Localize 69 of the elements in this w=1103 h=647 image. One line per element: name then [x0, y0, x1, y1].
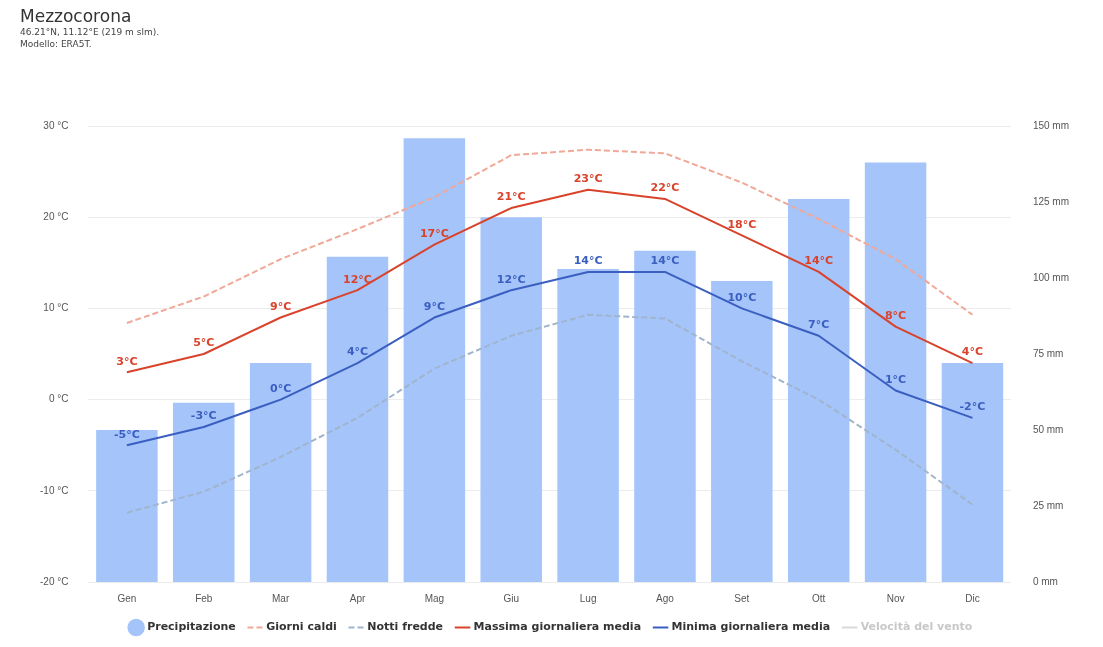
y2-tick-label: 75 mm [1032, 347, 1064, 359]
data-label: 3°C [116, 354, 138, 368]
data-label: 23°C [573, 172, 603, 186]
y-tick-label: 20 °C [43, 210, 69, 222]
y2-tick-label: 100 mm [1032, 271, 1069, 283]
text: Modello: ERA5T. [20, 38, 93, 50]
bar [173, 402, 235, 582]
bar [864, 162, 927, 582]
y-tick-label: -10 °C [40, 484, 69, 496]
chart-subtitle: 46.21°N, 11.12°E (219 m slm). [20, 26, 160, 38]
data-label: 4°C [346, 345, 369, 359]
data-label: 7°C [808, 318, 830, 332]
data-label: 12°C [343, 272, 372, 286]
bar [941, 363, 1004, 582]
data-label: 5°C [193, 336, 215, 350]
bar [403, 138, 466, 582]
legend-label: Notti fredde [367, 620, 444, 634]
y2-tick-label: 125 mm [1032, 195, 1069, 207]
data-label: 21°C [496, 190, 526, 204]
bar [96, 430, 158, 582]
y2-tick-label: 25 mm [1032, 499, 1064, 511]
data-label: 14°C [573, 254, 603, 268]
y-tick-label: -20 °C [40, 575, 69, 587]
legend-label: Giorni caldi [266, 620, 337, 634]
x-tick-label: Apr [349, 592, 366, 604]
y-tick-label: 30 °C [43, 119, 69, 131]
x-tick-label: Nov [886, 592, 905, 604]
x-tick-label: Mag [424, 592, 445, 604]
x-tick-label: Giu [503, 592, 520, 604]
data-label: 1°C [884, 372, 907, 386]
bar [557, 268, 619, 582]
data-label: 14°C [650, 254, 680, 268]
data-label: -3°C [190, 409, 217, 423]
y-tick-label: 0 °C [48, 393, 69, 405]
bar [634, 250, 696, 582]
data-label: 22°C [650, 181, 680, 195]
y2-tick-label: 0 mm [1032, 575, 1058, 587]
x-tick-label: Ago [656, 592, 675, 604]
y2-tick-label: 50 mm [1032, 423, 1064, 435]
data-label: 10°C [727, 290, 757, 304]
data-label: 17°C [419, 226, 449, 240]
data-label: 0°C [270, 381, 292, 395]
legend-label: Massima giornaliera media [473, 620, 642, 634]
data-label: 9°C [270, 299, 292, 313]
bar [326, 256, 389, 582]
data-label: -2°C [959, 400, 986, 414]
x-tick-label: Set [734, 592, 750, 604]
data-label: 12°C [496, 272, 526, 286]
data-label: 9°C [423, 299, 445, 313]
bar [711, 281, 773, 582]
data-label: 8°C [884, 309, 907, 322]
bar [787, 198, 850, 582]
data-label: 18°C [727, 217, 757, 231]
y2-tick-label: 150 mm [1032, 119, 1069, 131]
data-label: 14°C [804, 254, 834, 268]
legend-label: Minima giornaliera media [671, 620, 831, 634]
chart-title: Mezzocorona [20, 6, 133, 26]
y-tick-label: 10 °C [43, 302, 69, 314]
x-tick-label: Mar [272, 592, 290, 604]
legend-label: Precipitazione [147, 620, 236, 634]
data-label: 4°C [961, 345, 984, 359]
x-tick-label: Gen [117, 592, 137, 604]
data-label: -5°C [113, 427, 140, 441]
x-tick-label: Feb [195, 592, 213, 604]
bar [480, 217, 542, 582]
x-tick-label: Ott [812, 592, 826, 604]
bar [249, 363, 312, 582]
x-tick-label: Dic [965, 592, 980, 604]
x-tick-label: Lug [579, 592, 597, 604]
